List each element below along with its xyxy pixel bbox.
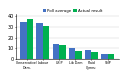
Bar bbox=[69, 48, 75, 59]
Bar bbox=[108, 54, 114, 59]
Bar bbox=[59, 45, 66, 59]
Legend: Poll average, Actual result: Poll average, Actual result bbox=[41, 7, 104, 15]
Bar bbox=[75, 51, 82, 59]
Bar bbox=[53, 44, 59, 59]
Bar bbox=[43, 26, 49, 59]
Bar bbox=[85, 49, 91, 59]
Bar bbox=[20, 22, 27, 59]
Bar bbox=[101, 54, 108, 59]
Bar bbox=[27, 19, 33, 59]
Bar bbox=[91, 52, 98, 59]
Bar bbox=[36, 23, 43, 59]
